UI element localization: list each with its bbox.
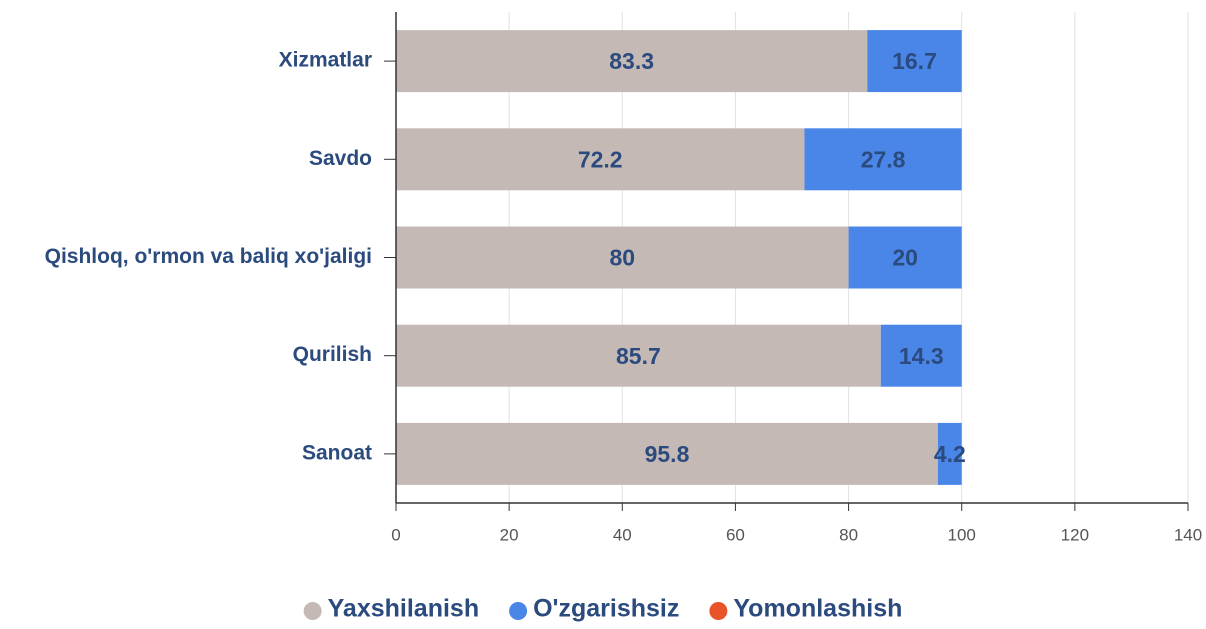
y-tick-label: Qishloq, o'rmon va baliq xo'jaligi — [45, 245, 372, 268]
bar-segment — [396, 128, 805, 191]
bar-segment — [396, 324, 881, 387]
bar-segment — [396, 226, 849, 289]
bar-segment — [848, 226, 962, 289]
value-label: 14.3 — [899, 343, 944, 369]
bar-segment — [396, 30, 868, 93]
value-label: 95.8 — [645, 441, 690, 467]
x-tick-label: 20 — [500, 525, 519, 544]
legend-label: Yaxshilanish — [328, 595, 479, 623]
value-label: 72.2 — [578, 146, 623, 172]
y-tick-label: Savdo — [309, 147, 372, 170]
legend-label: Yomonlashish — [733, 595, 902, 623]
value-label: 20 — [892, 245, 918, 271]
value-label: 27.8 — [861, 146, 906, 172]
bar-segment — [880, 324, 962, 387]
y-tick-label: Qurilish — [293, 343, 372, 366]
bar-segment — [867, 30, 962, 93]
value-label: 4.2 — [934, 441, 966, 467]
bar-segment — [937, 422, 962, 485]
y-tick-label: Xizmatlar — [279, 49, 372, 72]
y-tick-label: Sanoat — [302, 441, 372, 464]
legend-marker — [709, 602, 728, 620]
bar-segment — [396, 422, 938, 485]
legend-label: O'zgarishsiz — [533, 595, 679, 623]
x-tick-label: 40 — [613, 525, 632, 544]
legend-marker — [509, 602, 528, 620]
x-tick-label: 80 — [839, 525, 858, 544]
x-tick-label: 60 — [726, 525, 745, 544]
x-tick-label: 100 — [948, 525, 976, 544]
x-tick-label: 120 — [1061, 525, 1089, 544]
value-label: 85.7 — [616, 343, 661, 369]
value-label: 83.3 — [609, 48, 654, 74]
x-tick-label: 140 — [1174, 525, 1202, 544]
value-label: 16.7 — [892, 48, 937, 74]
bar-segment — [804, 128, 962, 191]
value-label: 80 — [609, 245, 635, 271]
legend-marker — [303, 602, 322, 620]
x-tick-label: 0 — [391, 525, 400, 544]
